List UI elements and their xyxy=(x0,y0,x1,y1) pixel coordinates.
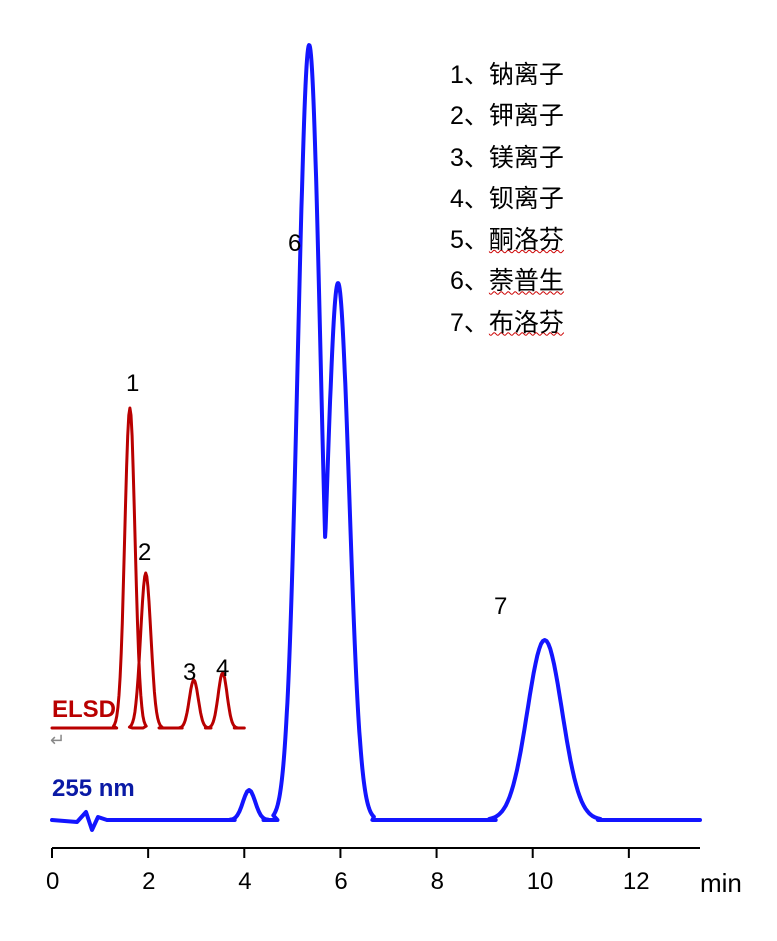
x-axis-label: min xyxy=(700,868,742,899)
peak-label: 4 xyxy=(216,655,229,683)
legend-sep: 、 xyxy=(464,226,489,254)
legend-num: 4 xyxy=(450,185,464,213)
x-tick-label: 0 xyxy=(46,868,59,896)
legend-name: 布洛芬 xyxy=(489,309,564,337)
legend-item: 2、钾离子 xyxy=(450,96,564,137)
legend-item: 3、镁离子 xyxy=(450,138,564,179)
x-tick-label: 12 xyxy=(623,868,650,896)
peak-label: 2 xyxy=(138,539,151,567)
peak-label: 1 xyxy=(126,370,139,398)
legend-item: 6、萘普生 xyxy=(450,261,564,302)
legend-name: 钠离子 xyxy=(489,61,564,89)
legend-name: 萘普生 xyxy=(489,267,564,295)
peak-label: 6 xyxy=(288,230,301,258)
legend-num: 2 xyxy=(450,102,464,130)
peak-label: 7 xyxy=(494,593,507,621)
legend: 1、钠离子 2、钾离子 3、镁离子 4、钡离子 5、酮洛芬 6、萘普生 7、布洛… xyxy=(450,55,564,344)
legend-num: 6 xyxy=(450,267,464,295)
x-tick-label: 2 xyxy=(142,868,155,896)
legend-item: 5、酮洛芬 xyxy=(450,220,564,261)
legend-num: 1 xyxy=(450,61,464,89)
legend-num: 7 xyxy=(450,309,464,337)
legend-sep: 、 xyxy=(464,267,489,295)
legend-item: 1、钠离子 xyxy=(450,55,564,96)
uv-label: 255 nm xyxy=(52,775,135,803)
legend-item: 7、布洛芬 xyxy=(450,303,564,344)
legend-num: 3 xyxy=(450,144,464,172)
legend-name: 钡离子 xyxy=(489,185,564,213)
legend-sep: 、 xyxy=(464,185,489,213)
return-mark: ↵ xyxy=(50,730,65,751)
legend-sep: 、 xyxy=(464,309,489,337)
x-tick-label: 6 xyxy=(334,868,347,896)
peak-label: 3 xyxy=(183,659,196,687)
legend-name: 酮洛芬 xyxy=(489,226,564,254)
legend-name: 钾离子 xyxy=(489,102,564,130)
legend-sep: 、 xyxy=(464,144,489,172)
legend-name: 镁离子 xyxy=(489,144,564,172)
x-tick-label: 4 xyxy=(238,868,251,896)
legend-item: 4、钡离子 xyxy=(450,179,564,220)
x-tick-label: 8 xyxy=(431,868,444,896)
elsd-label: ELSD xyxy=(52,696,116,724)
x-tick-label: 10 xyxy=(527,868,554,896)
legend-num: 5 xyxy=(450,226,464,254)
legend-sep: 、 xyxy=(464,61,489,89)
chromatogram-chart: 1、钠离子 2、钾离子 3、镁离子 4、钡离子 5、酮洛芬 6、萘普生 7、布洛… xyxy=(0,0,777,941)
legend-sep: 、 xyxy=(464,102,489,130)
